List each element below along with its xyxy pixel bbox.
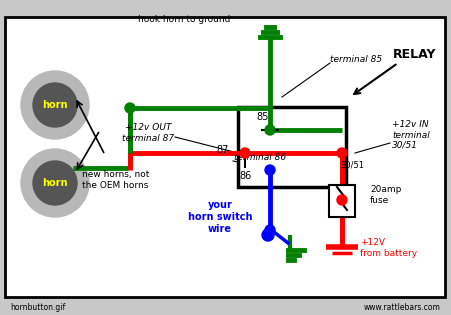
Text: terminal 86: terminal 86: [234, 152, 286, 162]
Bar: [5, 17, 445, 297]
Text: 30/51: 30/51: [340, 161, 364, 169]
Text: 85: 85: [256, 112, 268, 122]
Circle shape: [21, 149, 89, 217]
Circle shape: [33, 83, 77, 127]
Text: 20amp
fuse: 20amp fuse: [370, 185, 401, 205]
Circle shape: [265, 165, 275, 175]
Circle shape: [33, 161, 77, 205]
Circle shape: [337, 148, 347, 158]
Text: new horns, not
the OEM horns: new horns, not the OEM horns: [82, 170, 149, 190]
Circle shape: [337, 195, 347, 205]
Bar: [238, 107, 346, 187]
Text: +12v IN
terminal
30/51: +12v IN terminal 30/51: [392, 120, 430, 150]
Bar: [329, 185, 355, 217]
Text: 87: 87: [216, 145, 229, 155]
Text: horn: horn: [42, 100, 68, 110]
Text: hook horn to ground: hook horn to ground: [138, 14, 230, 24]
Text: +12v OUT
terminal 87: +12v OUT terminal 87: [122, 123, 174, 143]
Text: 86: 86: [240, 171, 252, 181]
Text: hornbutton.gif: hornbutton.gif: [10, 302, 65, 312]
Text: RELAY: RELAY: [393, 49, 437, 61]
Circle shape: [240, 148, 250, 158]
Circle shape: [262, 229, 274, 241]
Text: +12V
from battery: +12V from battery: [360, 238, 417, 258]
Circle shape: [21, 71, 89, 139]
Circle shape: [125, 103, 135, 113]
Circle shape: [265, 125, 275, 135]
Text: horn: horn: [42, 178, 68, 188]
Text: terminal 85: terminal 85: [330, 55, 382, 65]
Circle shape: [265, 225, 275, 235]
Text: www.rattlebars.com: www.rattlebars.com: [364, 302, 441, 312]
Text: your
horn switch
wire: your horn switch wire: [188, 200, 252, 234]
